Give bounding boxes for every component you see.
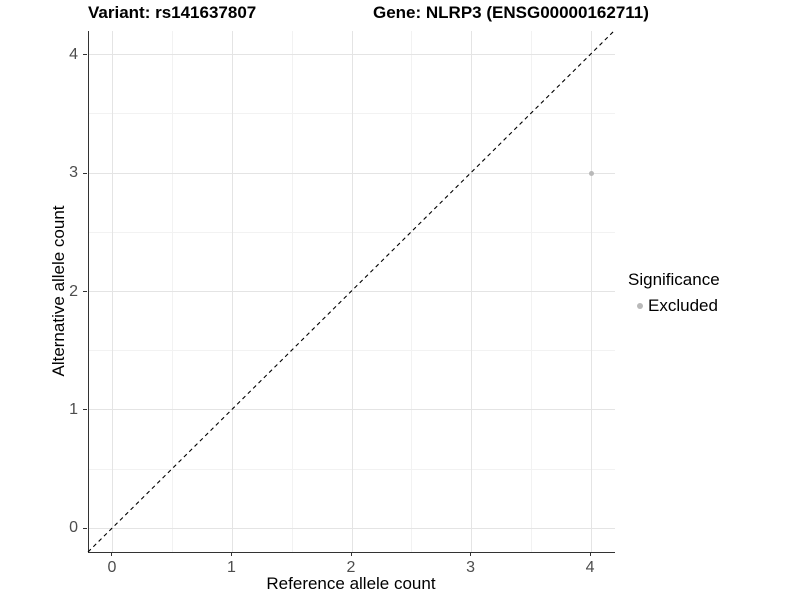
x-tick-label: 3: [466, 559, 475, 576]
y-tick-label: 3: [69, 164, 78, 182]
x-tick-mark: [350, 552, 352, 556]
chart-panel: [88, 31, 615, 553]
y-tick-mark: [83, 527, 87, 529]
x-axis-title: Reference allele count: [266, 574, 436, 593]
y-tick-mark: [83, 54, 87, 56]
y-tick-label: 1: [69, 400, 78, 418]
x-tick-mark: [470, 552, 472, 556]
y-tick-label: 0: [69, 519, 78, 537]
legend-title: Significance: [628, 270, 720, 289]
x-tick-label: 0: [107, 559, 117, 576]
y-tick-label: 4: [69, 45, 78, 63]
y-tick-mark: [83, 409, 87, 411]
legend-entry-excluded: Excluded: [628, 296, 720, 316]
y-major-gridline: [89, 409, 615, 411]
x-tick-mark: [589, 552, 591, 556]
legend: Significance Excluded: [628, 270, 720, 316]
y-tick-label: 2: [69, 282, 78, 300]
data-point: [588, 170, 594, 176]
excluded-point-swatch-icon: [637, 303, 643, 309]
x-tick-label: 1: [227, 559, 236, 576]
y-axis-title: Alternative allele count: [49, 205, 68, 377]
y-major-gridline: [89, 527, 615, 529]
x-tick-mark: [230, 552, 232, 556]
y-tick-mark: [83, 291, 87, 292]
x-tick-mark: [111, 552, 113, 556]
y-tick-mark: [83, 172, 87, 174]
x-tick-label: 4: [585, 559, 595, 576]
y-major-gridline: [89, 291, 615, 292]
x-tick-label: 2: [346, 559, 356, 576]
plot-title-variant: Variant: rs141637807: [88, 3, 257, 22]
y-major-gridline: [89, 54, 615, 56]
legend-entry-label: Excluded: [648, 296, 718, 315]
y-major-gridline: [89, 172, 615, 174]
plot-title-gene: Gene: NLRP3 (ENSG00000162711): [373, 3, 649, 22]
